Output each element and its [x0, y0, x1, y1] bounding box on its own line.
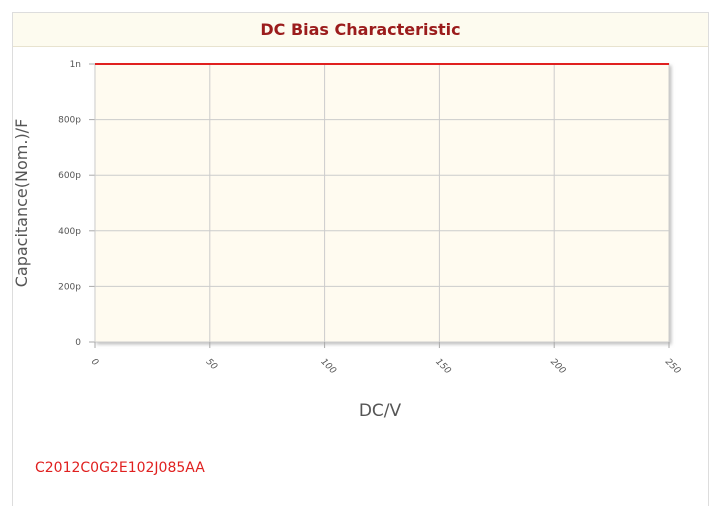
- x-tick-label: 200: [548, 357, 567, 376]
- legend-label: C2012C0G2E102J085AA: [35, 460, 205, 476]
- y-tick-label: 1n: [70, 60, 81, 70]
- x-axis-label: DC/V: [359, 401, 402, 421]
- x-tick-label: 150: [433, 357, 452, 376]
- y-tick-label: 800p: [58, 116, 81, 126]
- x-tick-label: 0: [89, 357, 100, 368]
- x-tick-label: 50: [204, 357, 219, 372]
- y-tick-label: 0: [75, 338, 81, 348]
- x-tick-label: 100: [318, 357, 337, 376]
- plot-area: [94, 63, 670, 343]
- panel: DC Bias Characteristic: [12, 12, 709, 506]
- y-tick-label: 600p: [58, 171, 81, 181]
- y-axis-label: Capacitance(Nom.)/F: [12, 119, 31, 288]
- x-tick-label: 250: [663, 357, 682, 376]
- y-tick-label: 200p: [58, 282, 81, 292]
- chart-title: DC Bias Characteristic: [13, 13, 708, 47]
- y-tick-label: 400p: [58, 227, 81, 237]
